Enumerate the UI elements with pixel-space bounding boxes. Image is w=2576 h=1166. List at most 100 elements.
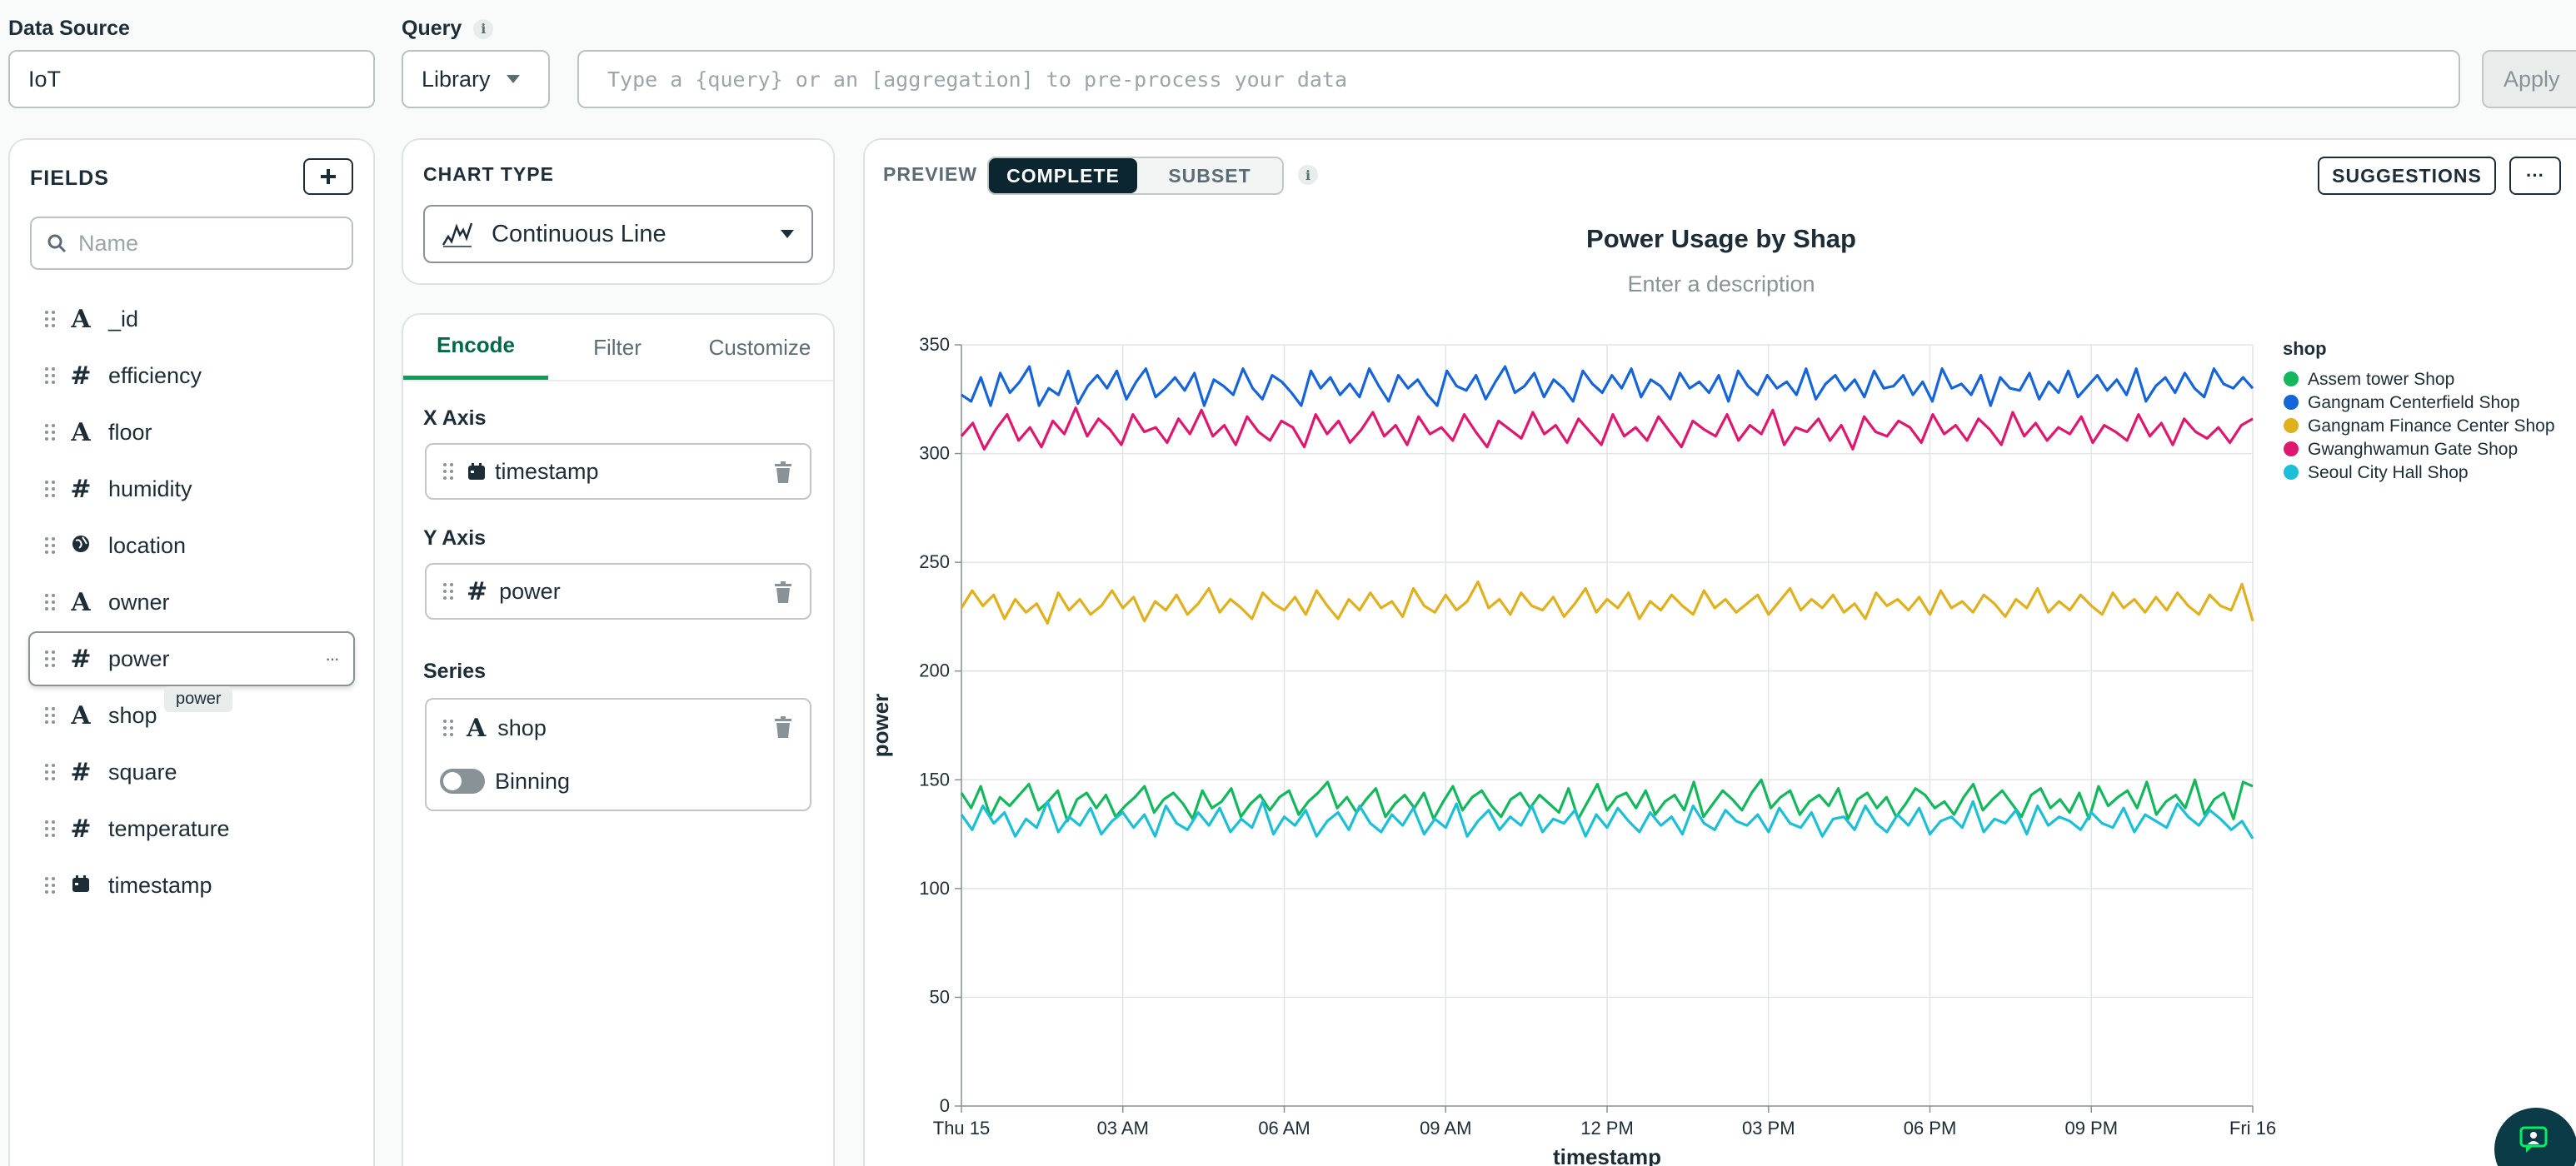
preview-panel (863, 138, 2576, 1166)
chart-title: Power Usage by Shap (1586, 224, 1856, 253)
chart-type-dropdown[interactable]: Continuous Line (423, 205, 813, 263)
x-axis-encoding[interactable]: timestamp (425, 443, 811, 500)
legend-label: Gangnam Centerfield Shop (2308, 393, 2520, 412)
y-axis-field: power (499, 578, 561, 604)
string-type-icon: A (467, 713, 487, 743)
library-label: Library (422, 66, 491, 92)
search-icon (47, 234, 67, 253)
field-item-shop[interactable]: A shop (28, 688, 355, 743)
fields-title: FIELDS (30, 167, 109, 190)
series-field-row[interactable]: A shop (427, 700, 810, 756)
chat-support-button[interactable] (2494, 1108, 2576, 1166)
legend-swatch (2284, 371, 2299, 386)
y-tick-label: 100 (919, 878, 950, 899)
line-chart: Power Usage by Shap Enter a description … (868, 224, 2555, 1166)
legend-swatch (2284, 441, 2299, 456)
drag-handle-icon[interactable] (45, 537, 57, 554)
trash-icon[interactable] (775, 716, 791, 738)
field-search-input[interactable]: Name (30, 217, 353, 270)
add-field-button[interactable] (303, 158, 353, 195)
trash-icon[interactable] (775, 461, 791, 483)
query-input[interactable]: Type a {query} or an [aggregation] to pr… (577, 50, 2460, 108)
series-line (961, 365, 2254, 407)
field-item-humidity[interactable]: # humidity (28, 461, 355, 516)
apply-button[interactable]: Apply (2482, 50, 2576, 108)
info-icon[interactable]: i (1298, 165, 1318, 185)
drag-handle-icon[interactable] (45, 311, 57, 327)
drag-handle-icon[interactable] (45, 650, 57, 667)
series-encoding: A shop Binning (425, 698, 811, 811)
field-name: temperature (108, 815, 230, 841)
x-axis-field: timestamp (495, 458, 599, 484)
field-item-owner[interactable]: A owner (28, 575, 355, 630)
series-line (960, 581, 2254, 625)
drag-handle-icon[interactable] (45, 707, 57, 724)
drag-handle-icon[interactable] (443, 720, 453, 736)
drag-handle-icon[interactable] (45, 424, 57, 441)
x-tick-label: Thu 15 (933, 1118, 991, 1139)
field-tooltip: power (164, 686, 233, 712)
series-field: shop (497, 715, 547, 740)
tab-filter[interactable]: Filter (548, 315, 686, 380)
x-axis-label: X Axis (423, 406, 487, 430)
y-tick-label: 250 (919, 551, 950, 572)
drag-handle-icon[interactable] (45, 877, 57, 894)
tab-customize[interactable]: Customize (686, 315, 833, 380)
x-tick-label: 12 PM (1580, 1118, 1634, 1139)
y-tick-label: 350 (919, 334, 950, 355)
tab-encode[interactable]: Encode (403, 315, 548, 380)
chart-type-value: Continuous Line (492, 220, 666, 247)
drag-handle-icon[interactable] (45, 594, 57, 610)
plus-icon (321, 169, 336, 184)
drag-handle-icon[interactable] (45, 481, 57, 497)
legend-swatch (2284, 395, 2299, 410)
field-name: square (108, 759, 177, 785)
chart-grid (961, 344, 2254, 1107)
field-name: humidity (108, 476, 192, 501)
tab-filter-label: Filter (593, 334, 642, 360)
chart-type-label: CHART TYPE (423, 163, 554, 185)
subset-toggle[interactable]: SUBSET (1137, 158, 1282, 193)
info-icon[interactable]: i (473, 18, 494, 39)
chart-subtitle[interactable]: Enter a description (1627, 272, 1815, 296)
string-type-icon: A (71, 700, 91, 730)
field-name: timestamp (108, 872, 212, 898)
y-tick-label: 50 (930, 986, 950, 1007)
more-options-button[interactable]: ··· (2509, 157, 2561, 195)
number-type-icon: # (70, 757, 92, 787)
field-item-timestamp[interactable]: timestamp (28, 858, 355, 913)
legend-label: Gangnam Finance Center Shop (2308, 416, 2555, 436)
more-options-icon[interactable]: ··· (325, 648, 340, 669)
suggestions-button[interactable]: SUGGESTIONS (2318, 157, 2496, 195)
legend-title: shop (2283, 338, 2327, 359)
binning-toggle[interactable] (440, 769, 485, 794)
query-label: Query (402, 17, 462, 40)
drag-handle-icon[interactable] (45, 367, 57, 384)
trash-icon[interactable] (775, 581, 791, 603)
field-item-id[interactable]: A _id (28, 292, 355, 346)
library-dropdown[interactable]: Library (402, 50, 550, 108)
calendar-icon (468, 463, 485, 480)
data-source-select[interactable]: IoT (8, 50, 375, 108)
field-item-temperature[interactable]: # temperature (28, 801, 355, 856)
x-tick-label: 09 AM (1420, 1118, 1471, 1139)
complete-toggle[interactable]: COMPLETE (989, 158, 1137, 193)
legend-swatch (2284, 418, 2299, 433)
number-type-icon: # (70, 644, 92, 674)
field-item-floor[interactable]: A floor (28, 405, 355, 460)
field-item-location[interactable]: location (28, 518, 355, 573)
binning-row: Binning (427, 756, 810, 806)
drag-handle-icon[interactable] (45, 764, 57, 780)
drag-handle-icon[interactable] (45, 820, 57, 837)
field-item-efficiency[interactable]: # efficiency (28, 348, 355, 403)
drag-handle-icon[interactable] (443, 463, 453, 480)
tab-customize-label: Customize (708, 334, 811, 360)
drag-handle-icon[interactable] (443, 583, 453, 600)
suggestions-label: SUGGESTIONS (2332, 164, 2482, 187)
y-axis-encoding[interactable]: # power (425, 563, 811, 620)
y-tick-label: 150 (919, 769, 950, 790)
field-item-square[interactable]: # square (28, 745, 355, 800)
series-line (960, 778, 2254, 823)
field-item-power[interactable]: # power ··· (28, 631, 355, 686)
caret-down-icon (506, 75, 520, 83)
